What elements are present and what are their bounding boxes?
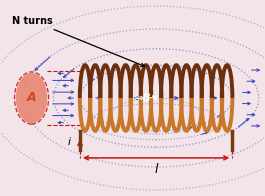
Text: N turns: N turns: [12, 16, 144, 66]
Text: l: l: [154, 163, 158, 176]
Text: ⇒B: ⇒B: [135, 93, 151, 103]
Ellipse shape: [16, 73, 47, 123]
Text: A: A: [27, 92, 36, 104]
Text: i: i: [68, 137, 71, 147]
